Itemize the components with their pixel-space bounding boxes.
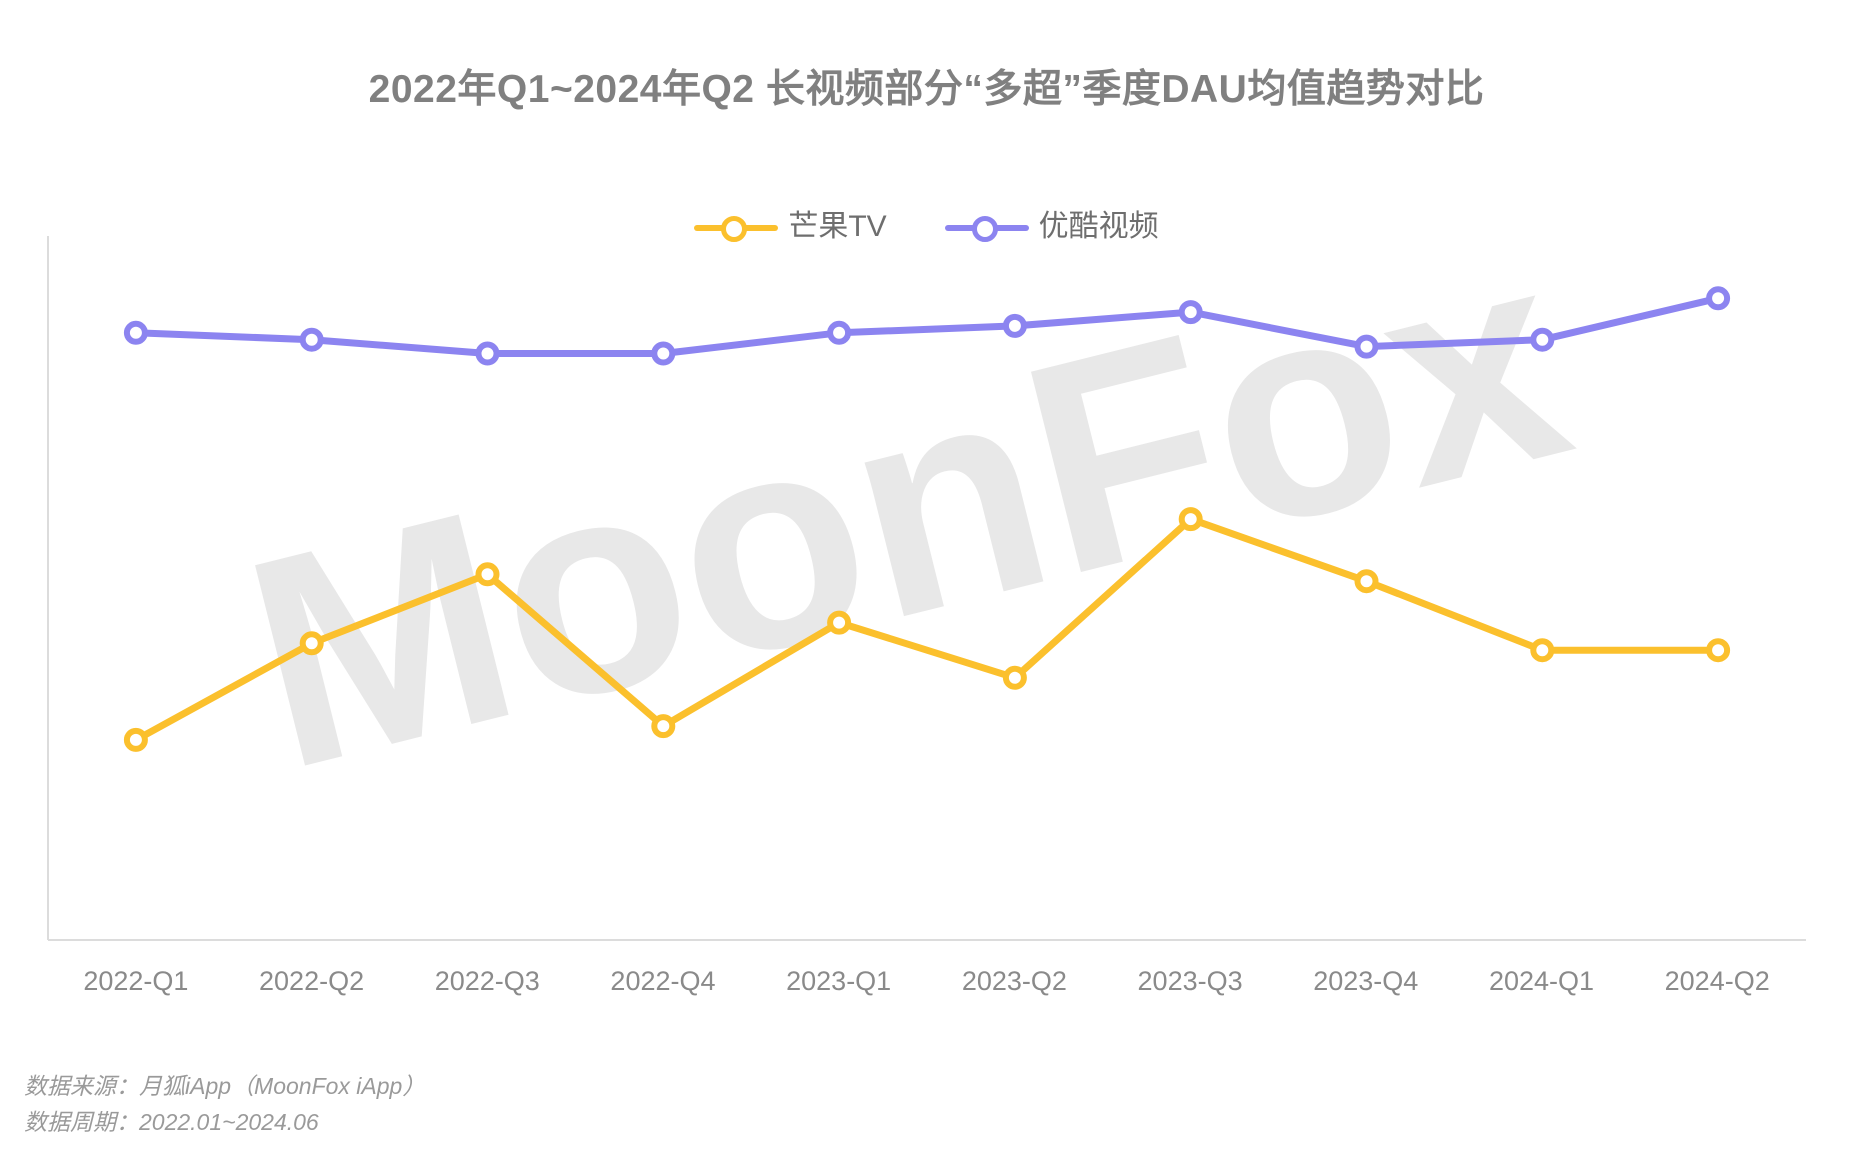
- legend-label-1: 优酷视频: [1038, 210, 1159, 243]
- chart-legend: 芒果TV 优酷视频: [0, 212, 1853, 242]
- x-tick-label-2: 2022-Q3: [434, 966, 540, 996]
- footer-source: 数据来源：月狐iApp（MoonFox iApp）: [24, 1073, 426, 1099]
- footer-period: 数据周期：2022.01~2024.06: [24, 1109, 319, 1135]
- legend-line-marker-icon: [944, 214, 1029, 242]
- data-point-1-0[interactable]: [123, 320, 148, 345]
- data-point-0-2[interactable]: [475, 562, 500, 587]
- legend-dot-0: [721, 216, 748, 242]
- legend-dot-1: [971, 216, 998, 242]
- legend-line-marker-icon: [694, 214, 779, 242]
- x-axis-labels: 2022-Q1 2022-Q2 2022-Q3 2022-Q4 2023-Q1 2023-…: [48, 958, 1805, 1004]
- data-point-0-6[interactable]: [1178, 507, 1203, 532]
- data-point-0-7[interactable]: [1354, 569, 1379, 594]
- series-line-1: [132, 294, 1722, 357]
- data-point-0-8[interactable]: [1530, 638, 1555, 663]
- series-0: [123, 507, 1731, 752]
- footer-notes: 数据来源：月狐iApp（MoonFox iApp） 数据周期：2022.01~2…: [24, 1068, 425, 1140]
- data-point-0-0[interactable]: [123, 727, 148, 752]
- data-point-1-2[interactable]: [475, 341, 500, 366]
- x-tick-label-3: 2022-Q4: [610, 966, 716, 996]
- data-point-0-3[interactable]: [651, 714, 676, 739]
- data-point-1-8[interactable]: [1530, 327, 1555, 352]
- series-1: [123, 286, 1731, 366]
- data-point-1-5[interactable]: [1002, 313, 1027, 338]
- legend-item-1[interactable]: 优酷视频: [944, 210, 1159, 243]
- legend-line-1: [944, 225, 1029, 231]
- x-tick-label-6: 2023-Q3: [1137, 966, 1243, 996]
- data-point-1-6[interactable]: [1178, 300, 1203, 325]
- data-point-0-4[interactable]: [827, 610, 852, 635]
- legend-label-0: 芒果TV: [788, 210, 887, 243]
- x-tick-label-0: 2022-Q1: [83, 966, 189, 996]
- data-point-1-4[interactable]: [827, 320, 852, 345]
- svg-text:MoonFox: MoonFox: [250, 183, 1596, 832]
- series-line-0: [132, 515, 1722, 744]
- data-point-1-7[interactable]: [1354, 334, 1379, 359]
- x-tick-label-8: 2024-Q1: [1488, 966, 1595, 996]
- x-tick-label-4: 2023-Q1: [786, 966, 892, 996]
- x-tick-label-1: 2022-Q2: [259, 966, 365, 996]
- data-point-0-1[interactable]: [299, 631, 324, 656]
- data-point-0-5[interactable]: [1002, 665, 1027, 690]
- x-tick-label-5: 2023-Q2: [961, 966, 1067, 996]
- data-point-1-1[interactable]: [299, 327, 324, 352]
- legend-line-0: [694, 225, 779, 231]
- x-tick-label-7: 2023-Q4: [1313, 966, 1419, 996]
- data-point-0-9[interactable]: [1706, 638, 1731, 663]
- moonfox-watermark: MoonFox: [250, 183, 1596, 832]
- legend-item-0[interactable]: 芒果TV: [694, 210, 887, 243]
- x-tick-label-9: 2024-Q2: [1664, 966, 1770, 996]
- data-point-1-3[interactable]: [651, 341, 676, 366]
- page-title: 2022年Q1~2024年Q2 长视频部分“多超”季度DAU均值趋势对比: [368, 68, 1485, 111]
- data-point-1-9[interactable]: [1706, 286, 1731, 311]
